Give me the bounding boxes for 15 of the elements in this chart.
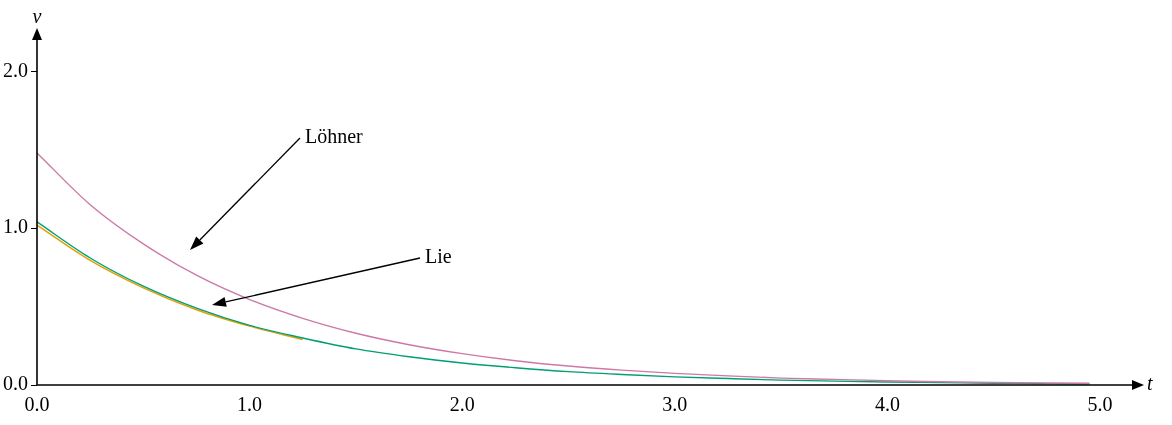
y-axis-title: v bbox=[32, 5, 42, 28]
x-tick-label: 3.0 bbox=[662, 393, 688, 416]
annotation: Lie bbox=[425, 245, 452, 268]
y-tick-label: 2.0 bbox=[3, 58, 28, 81]
line-series bbox=[37, 152, 1091, 384]
x-tick-label: 4.0 bbox=[874, 393, 900, 416]
x-axis-title: t bbox=[1147, 372, 1153, 395]
annotation: Löhner bbox=[305, 125, 364, 148]
x-tick-label: 0.0 bbox=[24, 393, 50, 416]
x-tick-label: 5.0 bbox=[1087, 393, 1113, 416]
x-tick-label: 1.0 bbox=[237, 393, 263, 416]
y-tick-label: 1.0 bbox=[3, 215, 28, 238]
line-series bbox=[37, 224, 304, 341]
x-tick-label: 2.0 bbox=[449, 393, 475, 416]
y-tick-label: 0.0 bbox=[3, 372, 28, 395]
